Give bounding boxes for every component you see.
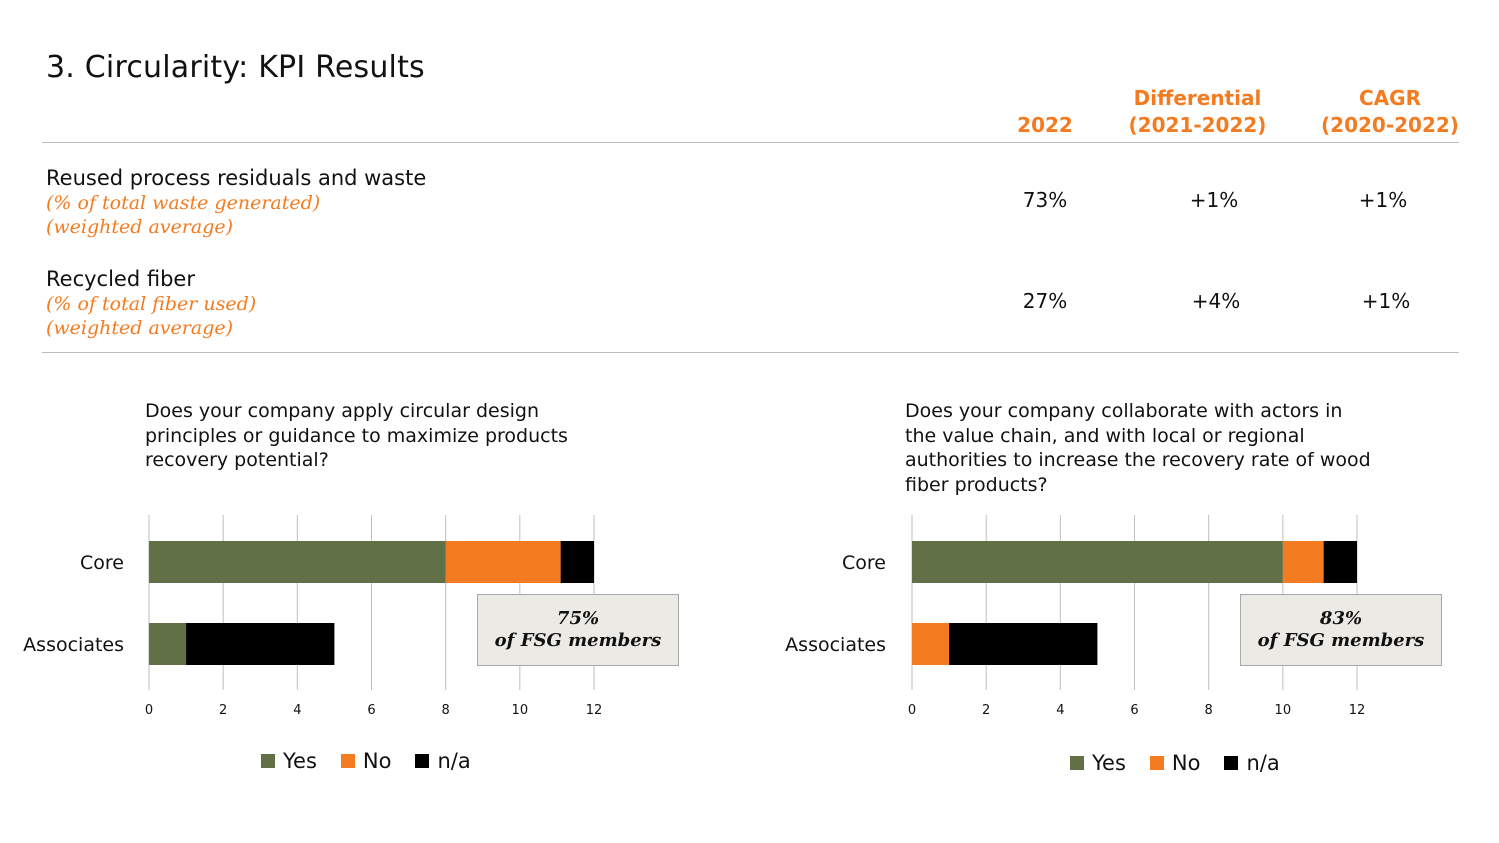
legend-label-yes: Yes [1092,751,1126,775]
kpi-subtitle: (% of total waste generated) [46,192,321,214]
x-tick-label: 2 [219,703,227,718]
kpi-value-cagr: +1% [1358,188,1408,212]
legend-label-yes: Yes [283,749,317,773]
bar-segment-no [445,541,561,583]
legend-right: Yes No n/a [1070,751,1304,775]
kpi-subtitle: (weighted average) [46,317,234,339]
column-header-cagr-line2: (2020-2022) [1321,113,1459,137]
x-tick-label: 6 [367,703,375,718]
column-header-differential-line2: (2021-2022) [1128,113,1267,137]
kpi-value-2022: 27% [1022,289,1068,313]
bar-segment-yes [149,541,446,583]
x-tick-label: 8 [1205,703,1213,718]
callout-percent: 83% [1319,608,1363,629]
x-tick-label: 12 [1349,703,1366,718]
bar-segment-na [1323,541,1357,583]
page-title: 3. Circularity: KPI Results [46,50,425,85]
column-header-differential: Differential (2021-2022) [1110,85,1285,139]
chart-title-right: Does your company collaborate with actor… [905,400,1371,496]
kpi-name: Recycled fiber [46,267,195,291]
kpi-value-2022: 73% [1022,188,1068,212]
legend-item-no: No [340,749,392,773]
table-top-rule [42,142,1459,143]
column-header-cagr: CAGR (2020-2022) [1305,85,1475,139]
bar-segment-no [912,623,950,665]
legend-item-yes: Yes [261,749,317,773]
kpi-value-differential: +4% [1191,289,1241,313]
chart-left: 0 2 4 6 8 10 12 Core Associates [23,515,603,718]
column-header-differential-line1: Differential [1133,86,1262,110]
bar-segment-na [186,623,335,665]
legend-swatch-yes [261,754,275,768]
x-tick-label: 6 [1130,703,1138,718]
callout-caption: of FSG members [1257,630,1425,651]
legend-label-no: No [1171,751,1201,775]
category-label: Associates [23,634,124,656]
legend-item-na: n/a [415,749,471,773]
callout-caption: of FSG members [494,630,662,651]
bar-segment-na [560,541,594,583]
column-header-2022: 2022 [995,112,1095,139]
legend-label-no: No [362,749,392,773]
x-tick-label: 10 [512,703,529,718]
x-tick-label: 0 [145,703,153,718]
x-tick-label: 2 [982,703,990,718]
kpi-name: Reused process residuals and waste [46,166,427,190]
bar-segment-na [949,623,1098,665]
legend-swatch-na [1224,756,1239,770]
category-label: Core [80,552,124,574]
callout-percent: 75% [556,608,600,629]
table-bottom-rule [42,352,1459,353]
kpi-row-label: Recycled fiber (% of total fiber used) (… [46,267,256,340]
legend-item-no: No [1149,751,1201,775]
x-tick-label: 4 [293,703,301,718]
chart-title-left: Does your company apply circular design … [145,400,568,471]
bar-segment-yes [912,541,1283,583]
kpi-subtitle: (% of total fiber used) [46,293,257,315]
kpi-value-cagr: +1% [1361,289,1411,313]
column-header-2022-label: 2022 [1017,113,1073,137]
category-label: Associates [785,634,886,656]
x-tick-label: 0 [908,703,916,718]
callout-right: 83% of FSG members [1240,594,1442,666]
legend-label-na: n/a [1246,751,1280,775]
legend-item-na: n/a [1224,751,1280,775]
x-tick-label: 12 [586,703,603,718]
legend-swatch-na [415,754,430,768]
legend-left: Yes No n/a [261,749,495,773]
kpi-value-differential: +1% [1189,188,1239,212]
bar-segment-yes [149,623,187,665]
x-tick-label: 8 [442,703,450,718]
bar-segment-no [1282,541,1324,583]
legend-label-na: n/a [437,749,471,773]
category-label: Core [842,552,886,574]
x-tick-label: 4 [1056,703,1064,718]
callout-left: 75% of FSG members [477,594,679,666]
legend-swatch-no [340,754,355,768]
column-header-cagr-line1: CAGR [1359,86,1421,110]
kpi-subtitle: (weighted average) [46,216,234,238]
legend-item-yes: Yes [1070,751,1126,775]
x-tick-label: 10 [1275,703,1292,718]
kpi-row-label: Reused process residuals and waste (% of… [46,166,426,239]
legend-swatch-yes [1070,756,1084,770]
legend-swatch-no [1149,756,1164,770]
